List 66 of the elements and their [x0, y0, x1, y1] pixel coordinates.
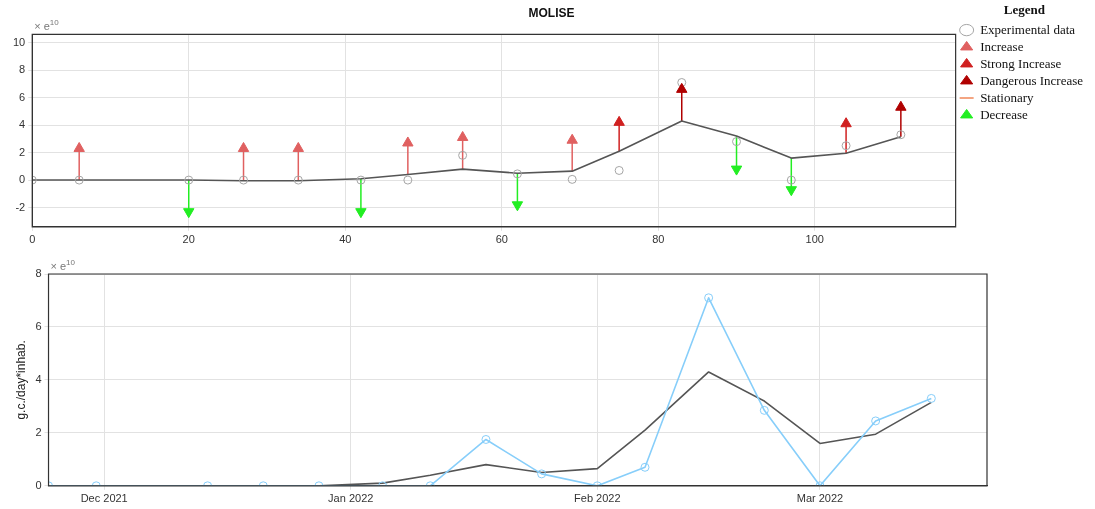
- legend-title: Legend: [1003, 1, 1046, 17]
- y-tick-label: 10: [12, 35, 26, 48]
- legend-label: Increase: [980, 38, 1024, 54]
- y-tick-label: 8: [35, 267, 42, 280]
- point: [732, 137, 742, 147]
- point: [896, 130, 906, 140]
- point: [613, 115, 625, 126]
- x-tick-label: 40: [339, 233, 352, 246]
- point: [73, 141, 85, 152]
- point: [871, 416, 881, 426]
- legend-label: Strong Increase: [980, 55, 1062, 71]
- x-tick-label: 20: [182, 233, 195, 246]
- x-tick-label: Dec 2021: [80, 492, 128, 505]
- point: [730, 165, 743, 176]
- point: [511, 201, 524, 212]
- point: [676, 82, 688, 93]
- point: [840, 117, 852, 128]
- y-tick-label: 8: [19, 63, 26, 76]
- x-tick-label: 100: [805, 233, 824, 246]
- x-tick-label: Feb 2022: [574, 492, 621, 505]
- point: [926, 393, 936, 403]
- y-tick-label: 4: [19, 118, 26, 131]
- point: [237, 141, 250, 152]
- legend-label: Dangerous Increase: [980, 72, 1084, 88]
- x-tick-label: 60: [495, 233, 508, 246]
- y-tick-label: 0: [19, 173, 26, 186]
- point: [183, 208, 195, 219]
- point: [640, 462, 650, 472]
- y-tick-label: 2: [19, 145, 26, 158]
- point: [402, 136, 414, 147]
- point: [614, 165, 624, 175]
- point: [537, 469, 547, 479]
- point: [184, 175, 194, 185]
- legend-label: Stationary: [980, 89, 1035, 105]
- x-tick-label: Mar 2022: [796, 492, 844, 505]
- legend-label: Experimental data: [980, 21, 1076, 37]
- legend-label: Decrease: [980, 106, 1028, 122]
- y-tick-label: -2: [15, 200, 26, 213]
- point: [759, 405, 769, 415]
- point: [292, 141, 304, 152]
- point: [74, 175, 84, 185]
- y-tick-label: 6: [35, 319, 42, 332]
- x-tick-label: Jan 2022: [328, 492, 374, 505]
- point: [355, 208, 367, 219]
- point: [403, 175, 413, 185]
- point: [239, 175, 249, 185]
- point: [356, 175, 366, 185]
- point: [481, 434, 491, 444]
- point: [512, 169, 522, 179]
- x-tick-label: 80: [652, 233, 665, 246]
- point: [704, 293, 714, 303]
- point: [458, 150, 468, 160]
- y-tick-label: 6: [19, 90, 26, 103]
- y-axis-title: g.c./day*inhab.: [13, 340, 28, 420]
- y-tick-label: 4: [35, 372, 42, 385]
- y-tick-label: 2: [35, 425, 42, 438]
- point: [785, 186, 797, 197]
- point: [895, 100, 907, 111]
- point: [293, 175, 303, 185]
- point: [566, 133, 578, 144]
- point: [567, 174, 577, 184]
- chart-title: MOLISE: [528, 5, 575, 20]
- y-tick-label: 0: [35, 478, 42, 491]
- point: [786, 175, 796, 185]
- point: [456, 130, 469, 141]
- point: [841, 141, 851, 151]
